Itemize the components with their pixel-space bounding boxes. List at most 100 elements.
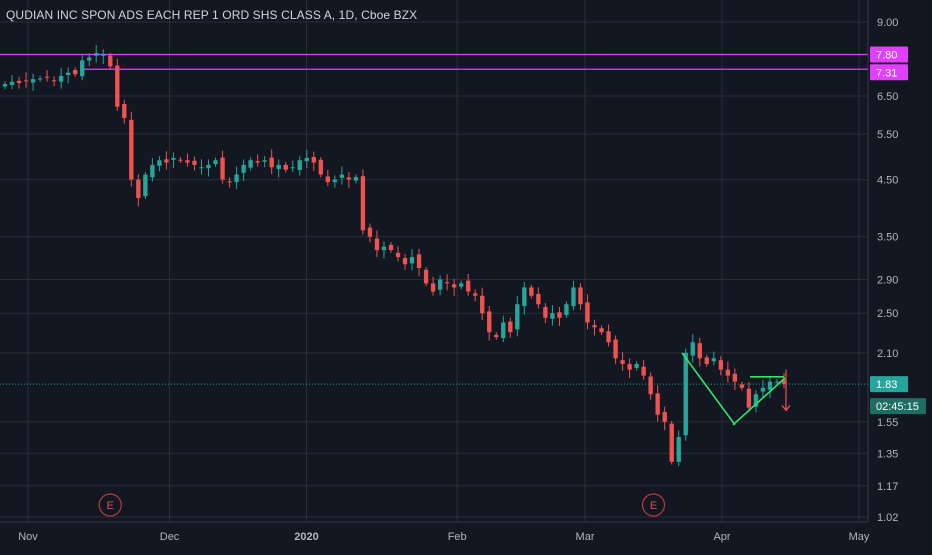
candle-body[interactable] (227, 181, 232, 183)
candle-body[interactable] (374, 238, 380, 251)
candle-body[interactable] (501, 322, 506, 339)
candle-body[interactable] (2, 84, 8, 87)
candle-body[interactable] (746, 388, 752, 408)
candle-body[interactable] (578, 287, 583, 305)
candle-body[interactable] (648, 376, 653, 395)
candle-body[interactable] (37, 78, 43, 80)
candle-body[interactable] (487, 311, 492, 333)
candle-body[interactable] (753, 394, 759, 407)
candle-body[interactable] (290, 167, 295, 169)
candle-body[interactable] (704, 357, 709, 364)
candle-body[interactable] (395, 252, 401, 258)
price-tag-current[interactable]: 1.83 (870, 376, 908, 393)
y-axis[interactable]: 9.00 6.50 5.50 4.50 3.50 2.90 2.50 2.10 1.55 1.35… (867, 0, 926, 524)
candle-body[interactable] (669, 423, 674, 462)
candles-layer[interactable] (2, 45, 787, 466)
candle-body[interactable] (613, 339, 618, 359)
trend-line-descending[interactable] (681, 352, 736, 426)
candle-body[interactable] (416, 254, 422, 268)
candle-body[interactable] (585, 302, 590, 323)
candle-body[interactable] (529, 287, 534, 296)
candle-body[interactable] (592, 325, 597, 328)
candle-body[interactable] (101, 54, 106, 56)
price-tag-resistance-1[interactable]: 7.80 (870, 46, 908, 63)
candle-body[interactable] (241, 164, 246, 173)
candle-body[interactable] (87, 57, 92, 61)
candle-body[interactable] (304, 157, 309, 162)
candle-body[interactable] (557, 312, 562, 318)
candle-body[interactable] (283, 164, 288, 170)
candle-body[interactable] (248, 160, 253, 168)
candle-body[interactable] (718, 360, 724, 370)
candle-body[interactable] (325, 176, 331, 183)
candle-body[interactable] (655, 393, 660, 415)
candle-body[interactable] (515, 304, 520, 330)
candle-body[interactable] (627, 363, 632, 370)
candle-body[interactable] (634, 363, 639, 368)
candle-body[interactable] (206, 164, 211, 169)
candle-body[interactable] (94, 53, 99, 56)
candle-body[interactable] (662, 411, 667, 422)
candle-body[interactable] (571, 287, 576, 307)
candle-body[interactable] (30, 79, 36, 83)
candle-body[interactable] (774, 381, 780, 383)
candle-body[interactable] (346, 177, 352, 180)
candle-body[interactable] (339, 174, 345, 178)
candle-body[interactable] (297, 160, 302, 171)
candle-body[interactable] (199, 167, 204, 169)
candle-body[interactable] (458, 283, 464, 287)
candle-body[interactable] (255, 161, 260, 163)
candle-body[interactable] (213, 160, 218, 164)
candle-body[interactable] (122, 104, 127, 118)
bar-countdown[interactable]: 02:45:15 (870, 398, 926, 415)
drawing-overlays-layer[interactable] (681, 352, 791, 426)
candle-body[interactable] (262, 160, 267, 162)
candle-body[interactable] (318, 159, 323, 175)
x-axis[interactable]: Nov Dec 2020 Feb Mar Apr May (0, 521, 870, 543)
candle-body[interactable] (80, 60, 85, 77)
candle-body[interactable] (739, 384, 745, 388)
candle-body[interactable] (51, 80, 57, 82)
candle-body[interactable] (550, 313, 555, 319)
candle-body[interactable] (522, 287, 527, 307)
candle-body[interactable] (444, 282, 450, 284)
candle-body[interactable] (9, 81, 15, 85)
trend-line-ascending[interactable] (732, 377, 786, 426)
candle-body[interactable] (108, 55, 113, 67)
candle-body[interactable] (683, 352, 688, 436)
candle-body[interactable] (65, 72, 71, 75)
candle-body[interactable] (269, 157, 274, 168)
candle-body[interactable] (564, 304, 569, 316)
candle-body[interactable] (136, 179, 141, 198)
candle-body[interactable] (157, 160, 162, 166)
candle-body[interactable] (725, 369, 731, 376)
candle-body[interactable] (732, 373, 738, 382)
candle-body[interactable] (171, 157, 176, 160)
candle-body[interactable] (178, 159, 183, 161)
candle-body[interactable] (332, 179, 338, 183)
candle-body[interactable] (711, 358, 716, 362)
candle-body[interactable] (409, 257, 415, 264)
candle-body[interactable] (220, 157, 225, 180)
candle-body[interactable] (367, 227, 373, 237)
candle-body[interactable] (192, 160, 197, 165)
candle-body[interactable] (494, 334, 499, 338)
candle-body[interactable] (234, 174, 239, 183)
candle-body[interactable] (388, 244, 394, 251)
candle-body[interactable] (129, 119, 134, 180)
candle-body[interactable] (381, 246, 387, 251)
candle-body[interactable] (599, 328, 604, 333)
candle-body[interactable] (58, 75, 64, 82)
candle-body[interactable] (150, 164, 155, 178)
earnings-event-icon[interactable]: E (98, 493, 122, 517)
candle-body[interactable] (473, 293, 478, 296)
candle-body[interactable] (360, 176, 366, 231)
candle-body[interactable] (767, 381, 773, 390)
candle-body[interactable] (781, 379, 787, 385)
candle-body[interactable] (508, 321, 513, 333)
candle-body[interactable] (676, 437, 681, 462)
candle-body[interactable] (143, 174, 148, 197)
